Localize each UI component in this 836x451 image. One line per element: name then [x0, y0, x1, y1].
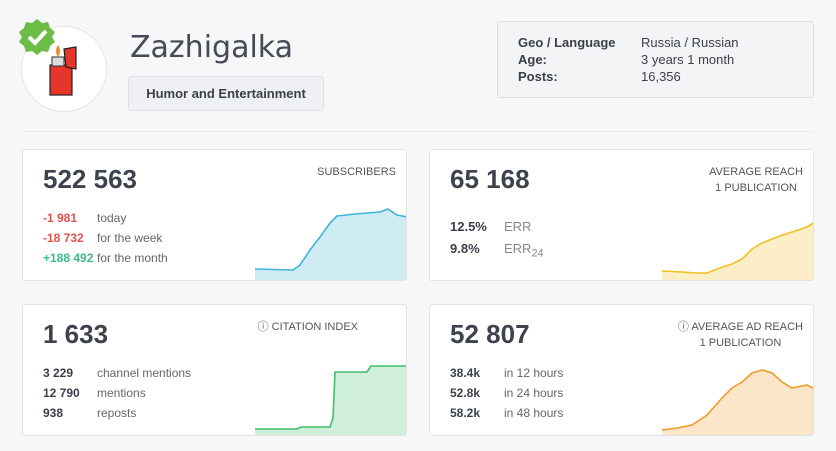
sparkline-area: [255, 366, 406, 435]
stat-label: reposts: [97, 406, 137, 420]
info-value: 16,356: [641, 69, 681, 84]
subscribers-sparkline: [255, 208, 406, 280]
err-stats: 12.5% ERR 9.8% ERR24: [450, 216, 544, 265]
citation-label: ⓘ CITATION INDEX: [258, 319, 358, 335]
verified-badge-icon: [19, 19, 55, 55]
citation-index-card[interactable]: 1 633 ⓘ CITATION INDEX 3 229 channel ment…: [22, 304, 407, 436]
average-reach-card[interactable]: 65 168 AVERAGE REACH 1 PUBLICATION 12.5% E…: [429, 149, 814, 281]
err24-value: 9.8%: [450, 241, 480, 256]
stat-label: in 24 hours: [504, 386, 564, 400]
adreach-sparkline: [662, 369, 813, 435]
stat-value: 52.8k: [450, 386, 481, 400]
stat-value: 938: [43, 406, 64, 420]
err24-subscript: 24: [531, 247, 544, 260]
stat-label: for the month: [97, 251, 168, 265]
sparkline-line: [662, 222, 813, 274]
citation-value: 1 633: [43, 319, 109, 349]
reach-sparkline: [662, 222, 813, 280]
channel-avatar: [21, 26, 107, 112]
reach-label-line: 1 PUBLICATION: [715, 182, 797, 194]
sparkline-area: [662, 223, 813, 280]
info-value: Russia / Russian: [641, 35, 739, 50]
citation-label-text: CITATION INDEX: [271, 321, 358, 333]
subscribers-value: 522 563: [43, 164, 137, 194]
adreach-label-line: AVERAGE AD REACH: [691, 321, 803, 333]
sparkline-line: [255, 365, 406, 430]
subscribers-stats: -1 981 today -18 732 for the week +188 492…: [43, 208, 168, 268]
category-tag[interactable]: Humor and Entertainment: [128, 76, 324, 111]
stat-label: in 48 hours: [504, 406, 564, 420]
reach-label: AVERAGE REACH 1 PUBLICATION: [709, 164, 803, 196]
sparkline-line: [255, 208, 406, 271]
stat-value: -1 981: [43, 211, 78, 225]
stat-label: for the week: [97, 231, 163, 245]
stat-label: channel mentions: [97, 366, 192, 380]
citation-stats: 3 229 channel mentions 12 790 mentions 938…: [43, 363, 191, 423]
stat-label: today: [97, 211, 127, 225]
help-icon[interactable]: ⓘ: [677, 321, 692, 333]
channel-info-box: Geo / Language Russia / Russian Age: 3 yea…: [497, 21, 814, 98]
info-key: Posts:: [518, 69, 558, 84]
adreach-stats: 38.4k in 12 hours 52.8k in 24 hours 58.2k i…: [450, 363, 563, 423]
channel-title: Zazhigalka: [130, 30, 294, 65]
info-value: 3 years 1 month: [641, 52, 735, 67]
stat-value: 58.2k: [450, 406, 481, 420]
subscribers-label: SUBSCRIBERS: [317, 166, 396, 178]
stat-value: 12 790: [43, 386, 80, 400]
stat-value: -18 732: [43, 231, 84, 245]
lighter-icon: [49, 45, 77, 96]
err-value: 12.5%: [450, 219, 487, 234]
divider: [22, 131, 814, 132]
stat-value: +188 492: [43, 251, 94, 265]
stat-label: mentions: [97, 386, 146, 400]
adreach-label: ⓘ AVERAGE AD REACH 1 PUBLICATION: [678, 319, 803, 351]
info-key: Geo / Language: [518, 35, 616, 50]
subscribers-card[interactable]: 522 563 SUBSCRIBERS -1 981 today -18 732 f…: [22, 149, 407, 281]
adreach-label-line: 1 PUBLICATION: [699, 337, 782, 349]
stat-value: 38.4k: [450, 366, 481, 380]
err24-label: ERR24: [504, 238, 544, 265]
reach-label-line: AVERAGE REACH: [709, 166, 803, 178]
sparkline-area: [662, 370, 813, 435]
err-label: ERR: [504, 219, 532, 234]
err24-text: ERR: [504, 241, 532, 256]
reach-value: 65 168: [450, 164, 530, 194]
info-key: Age:: [518, 52, 547, 67]
sparkline-area: [255, 209, 406, 280]
citation-sparkline: [255, 365, 406, 435]
sparkline-line: [662, 369, 813, 431]
average-ad-reach-card[interactable]: 52 807 ⓘ AVERAGE AD REACH 1 PUBLICATION 3…: [429, 304, 814, 436]
help-icon[interactable]: ⓘ: [257, 321, 272, 333]
stat-value: 3 229: [43, 366, 74, 380]
stat-label: in 12 hours: [504, 366, 564, 380]
adreach-value: 52 807: [450, 319, 530, 349]
